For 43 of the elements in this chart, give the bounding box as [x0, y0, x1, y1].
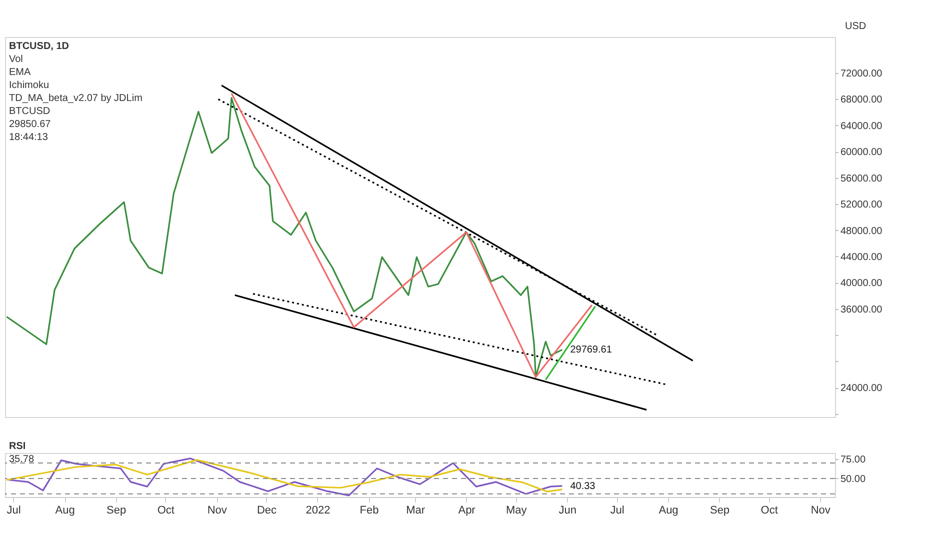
- x-tick-label: Apr: [458, 504, 476, 516]
- annotation: BTCUSD: [9, 106, 50, 117]
- chart-title: RSI: [9, 441, 26, 452]
- annotation: EMA: [9, 67, 31, 78]
- annotation: Vol: [9, 54, 23, 65]
- y-tick-label: 72000.00: [840, 68, 883, 80]
- x-tick-label: May: [506, 504, 528, 516]
- y-axis-title: USD: [845, 21, 866, 32]
- y-tick-label: 50.00: [840, 474, 866, 485]
- x-tick-label: Feb: [360, 504, 379, 516]
- y-tick-label: 52000.00: [840, 200, 883, 211]
- x-tick-label: Oct: [157, 504, 174, 516]
- x-tick-label: 2022: [306, 504, 330, 516]
- y-tick-label: 44000.00: [840, 252, 883, 263]
- annotation: Ichimoku: [9, 80, 50, 91]
- x-tick-label: Sep: [106, 504, 126, 516]
- annotation: 29850.67: [9, 119, 52, 130]
- annotation: 18:44:13: [9, 132, 48, 143]
- x-tick-label: Dec: [256, 504, 278, 516]
- annotation: TD_MA_beta_v2.07 by JDLim: [9, 93, 142, 104]
- x-tick-label: Oct: [760, 504, 778, 516]
- y-tick-label: 24000.00: [840, 383, 883, 394]
- x-tick-label: Aug: [55, 504, 75, 516]
- x-tick-label: Jul: [6, 504, 21, 516]
- y-tick-label: 40000.00: [840, 278, 883, 290]
- x-tick-label: Aug: [658, 504, 678, 516]
- x-tick-label: Jun: [558, 504, 577, 516]
- y-tick-label: 60000.00: [840, 147, 883, 158]
- x-tick-label: Sep: [710, 504, 730, 516]
- chart-title: BTCUSD, 1D: [9, 41, 70, 52]
- y-tick-label: 64000.00: [840, 120, 883, 132]
- x-tick-label: Mar: [406, 504, 426, 516]
- annotation: 40.33: [570, 480, 596, 492]
- y-tick-label: 48000.00: [840, 226, 883, 237]
- annotation: 35.78: [9, 454, 34, 465]
- x-tick-label: Jul: [610, 504, 624, 516]
- x-tick-label: Nov: [207, 504, 228, 516]
- annotation: 29769.61: [570, 344, 612, 356]
- y-tick-label: 75.00: [840, 454, 866, 466]
- x-tick-label: Nov: [810, 504, 831, 516]
- y-tick-label: 68000.00: [840, 94, 883, 106]
- y-tick-label: 56000.00: [840, 173, 883, 184]
- y-tick-label: 36000.00: [840, 304, 883, 316]
